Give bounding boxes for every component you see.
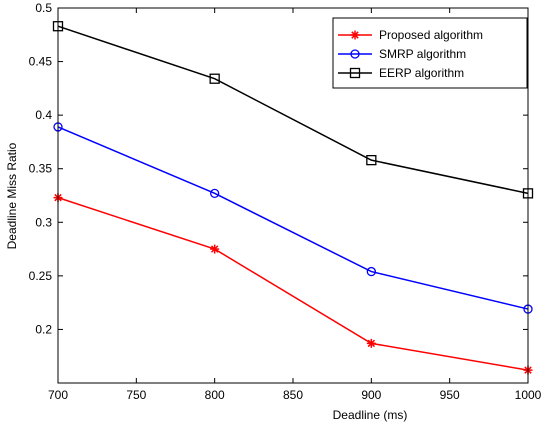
data-point (366, 154, 377, 166)
x-tick-label: 850 (283, 388, 303, 402)
x-tick-label: 800 (205, 388, 225, 402)
legend-label: EERP algorithm (379, 66, 464, 80)
data-point (366, 266, 376, 277)
data-point (210, 244, 220, 254)
y-tick-label: 0.45 (29, 55, 53, 69)
legend-item: EERP algorithm (338, 66, 464, 80)
x-tick-label: 950 (440, 388, 460, 402)
data-point (210, 188, 220, 199)
legend-marker (349, 67, 361, 79)
series-line (57, 196, 529, 371)
y-tick-label: 0.4 (35, 108, 52, 122)
series-line (57, 126, 529, 310)
legend-item: Proposed algorithm (338, 28, 483, 42)
series-0 (53, 193, 533, 375)
legend-box (332, 17, 528, 89)
y-tick-label: 0.2 (35, 322, 52, 336)
legend-items: Proposed algorithm SMRP algorithm EERP alg… (338, 28, 483, 80)
legend-marker (350, 30, 360, 40)
legend-label: Proposed algorithm (379, 28, 483, 42)
series-line (57, 25, 529, 195)
series-2 (52, 21, 534, 199)
x-tick-label: 1000 (515, 388, 542, 402)
legend-label: SMRP algorithm (379, 47, 466, 61)
axes-layer: 700 750 800 850 900 950 1000 0.2 0.25 0.3 0.35 0.4 0… (29, 1, 542, 402)
data-point (209, 73, 220, 84)
x-tick-label: 750 (126, 388, 146, 402)
x-tick-label: 700 (48, 388, 68, 402)
x-axis-label: Deadline (ms) (333, 408, 408, 422)
legend: Proposed algorithm SMRP algorithm EERP alg… (332, 17, 528, 89)
y-tick-label: 0.5 (35, 1, 52, 15)
data-point (366, 338, 376, 348)
y-tick-label: 0.25 (29, 269, 53, 283)
y-tick-label: 0.35 (29, 162, 53, 176)
y-tick-label: 0.3 (35, 215, 52, 229)
legend-marker (350, 49, 360, 59)
legend-item: SMRP algorithm (338, 47, 466, 61)
x-tick-label: 900 (361, 388, 381, 402)
series-layer (52, 21, 534, 375)
y-axis-label: Deadline Miss Ratio (5, 142, 19, 249)
